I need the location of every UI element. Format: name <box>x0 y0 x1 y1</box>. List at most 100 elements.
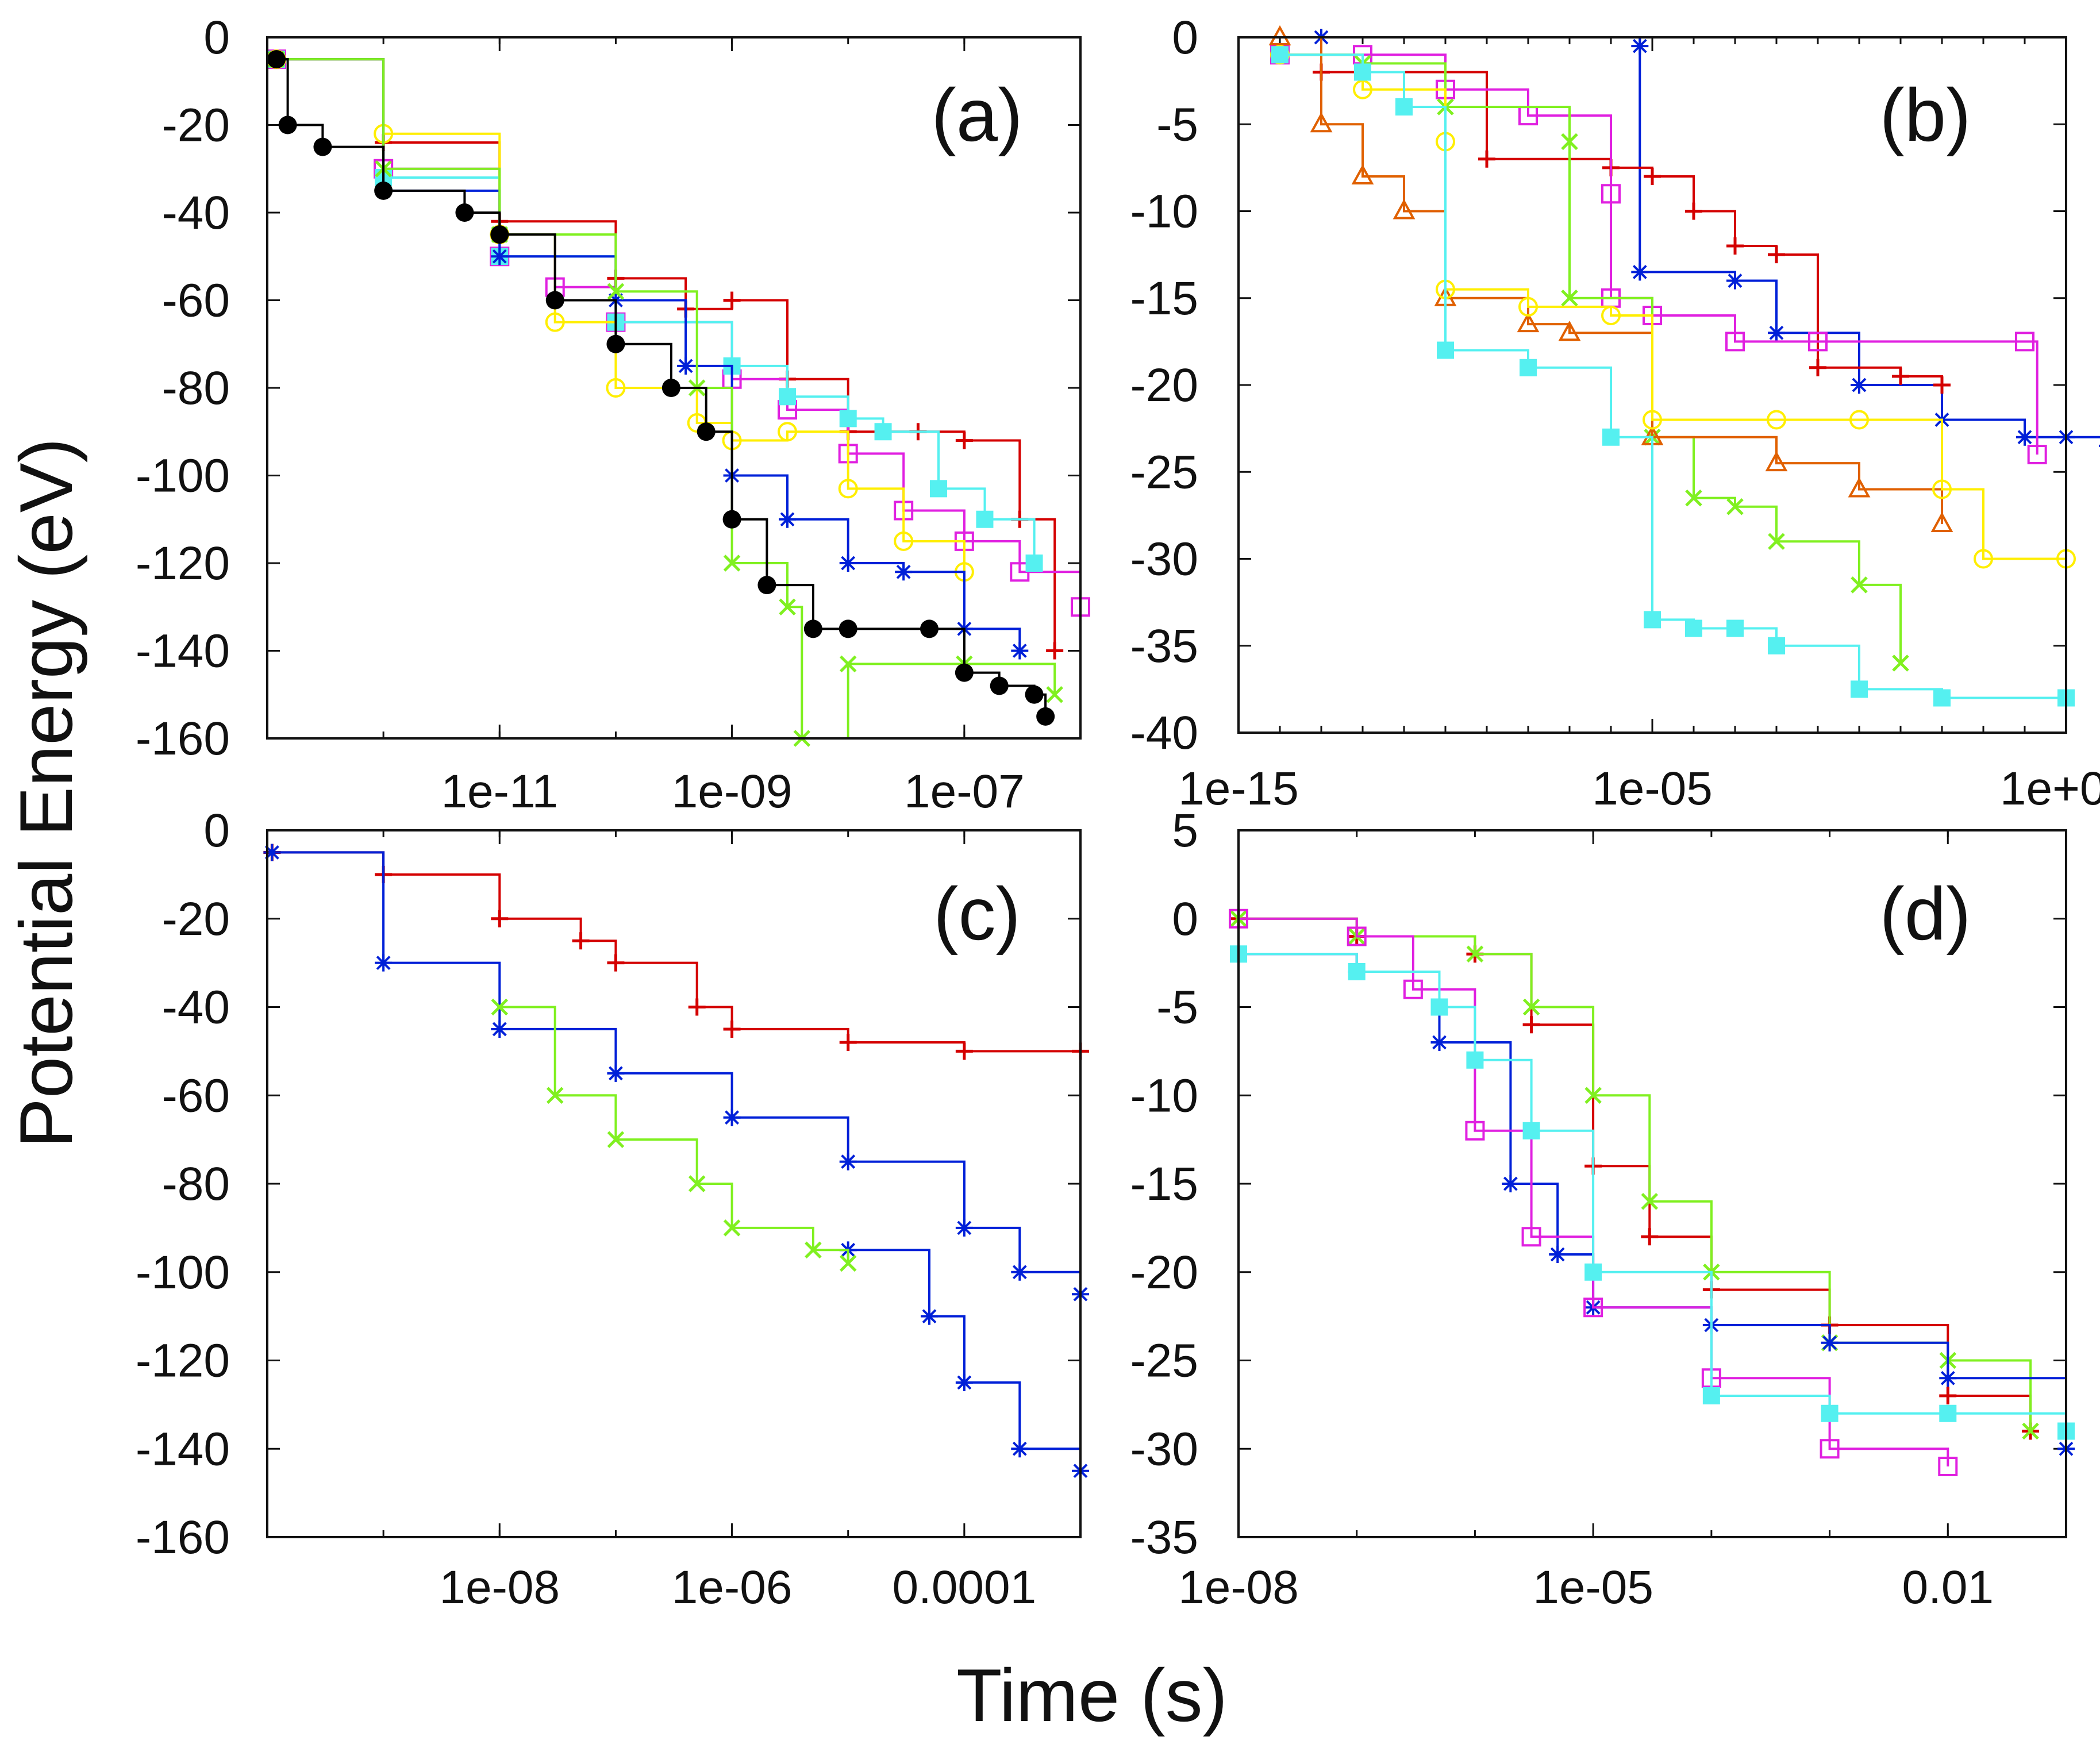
x-tick-label: 1e-07 <box>904 765 1025 818</box>
series-line-yellow <box>276 58 966 572</box>
data-point-cyan <box>1437 341 1454 359</box>
x-tick-label: 1e-08 <box>1178 1561 1299 1614</box>
data-point-magenta <box>1010 562 1030 582</box>
y-tick-label: -5 <box>1156 981 1198 1034</box>
data-point-cyan <box>1520 359 1537 376</box>
data-point-magenta <box>1403 979 1423 999</box>
series-line-black <box>276 58 1047 717</box>
data-point-black <box>606 334 625 353</box>
data-point-cyan <box>1933 689 1951 707</box>
data-point-cyan <box>1821 1404 1839 1422</box>
data-point-cyan <box>1354 63 1371 81</box>
data-point-black <box>839 619 857 638</box>
plot-frame <box>1237 36 2067 734</box>
data-point-cyan <box>1348 963 1366 980</box>
y-tick-label: 5 <box>1172 804 1198 857</box>
data-point-blue <box>607 1064 625 1082</box>
y-tick-label: -10 <box>1130 186 1198 238</box>
data-point-cyan <box>930 480 948 498</box>
data-point-green <box>2022 1422 2039 1440</box>
data-point-red <box>1809 359 1826 376</box>
data-point-magenta <box>1521 1227 1541 1247</box>
data-point-red <box>1522 1016 1540 1034</box>
data-point-cyan <box>1702 1387 1720 1404</box>
y-tick-label: 0 <box>203 11 230 64</box>
data-point-red <box>1046 642 1064 660</box>
x-tick-label: 1e+05 <box>2000 763 2100 815</box>
data-point-yellow <box>1353 79 1372 99</box>
data-point-green <box>1685 489 1702 507</box>
data-point-cyan <box>1768 637 1785 655</box>
data-point-red <box>491 910 509 927</box>
y-tick-label: -160 <box>136 1511 230 1564</box>
data-point-yellow <box>838 479 858 499</box>
y-tick-label: 0 <box>1172 11 1198 64</box>
x-axis-title: Time (s) <box>956 1653 1228 1737</box>
data-point-yellow <box>1767 410 1786 430</box>
data-point-cyan <box>779 388 797 406</box>
data-point-red <box>839 1034 857 1051</box>
data-point-yellow <box>606 378 626 398</box>
y-tick-label: -25 <box>1130 446 1198 498</box>
data-point-green <box>805 1241 822 1259</box>
data-point-blue <box>491 1020 509 1038</box>
data-point-green <box>1522 998 1540 1016</box>
data-point-blue <box>1939 1369 1957 1387</box>
series-line-red <box>272 851 1080 1053</box>
data-point-cyan <box>1602 428 1620 446</box>
series-line-yellow <box>1280 53 2066 560</box>
y-tick-label: -100 <box>136 450 230 502</box>
y-tick-label: -30 <box>1130 1423 1198 1475</box>
data-point-black <box>1036 707 1055 726</box>
data-point-green <box>723 1219 741 1237</box>
data-point-yellow <box>1932 479 1952 499</box>
data-point-cyan <box>1685 619 1702 637</box>
data-point-green <box>1561 289 1578 307</box>
data-point-black <box>661 379 680 397</box>
data-point-black <box>697 422 716 441</box>
data-point-green <box>779 598 796 616</box>
data-point-green <box>1046 686 1063 703</box>
y-tick-label: -140 <box>136 1423 230 1475</box>
data-point-blue <box>839 1153 857 1171</box>
data-point-black <box>1025 685 1044 704</box>
data-point-blue <box>955 1219 973 1237</box>
data-point-magenta <box>1347 926 1367 946</box>
data-point-orange <box>1517 311 1540 333</box>
data-point-green <box>1768 533 1785 550</box>
data-point-green <box>1892 655 1909 672</box>
data-point-blue-2 <box>955 1373 973 1391</box>
data-point-orange <box>1393 199 1416 220</box>
data-point-blue <box>1821 1334 1839 1352</box>
data-point-blue-2 <box>1011 1440 1029 1458</box>
y-tick-label: -40 <box>161 981 230 1034</box>
data-point-cyan <box>1584 1263 1602 1281</box>
data-point-black <box>455 203 474 222</box>
data-point-blue <box>1502 1175 1520 1192</box>
data-point-red <box>607 954 625 972</box>
x-tick-label: 1e-08 <box>439 1561 560 1614</box>
data-point-blue <box>1011 1263 1029 1281</box>
data-point-cyan <box>1851 680 1868 698</box>
data-point-red <box>955 1042 973 1060</box>
data-point-red <box>1726 237 1744 255</box>
data-point-blue <box>1851 376 1868 394</box>
data-point-blue <box>677 357 695 375</box>
data-point-black <box>757 576 776 595</box>
data-point-blue <box>779 510 797 528</box>
data-point-magenta <box>1725 332 1745 352</box>
plot-frame <box>266 829 1082 1538</box>
data-point-yellow <box>778 422 798 442</box>
data-point-orange <box>1848 477 1871 498</box>
data-point-black <box>990 676 1009 695</box>
data-point-black <box>490 225 509 244</box>
y-tick-label: -30 <box>1130 533 1198 586</box>
data-point-magenta <box>1465 1121 1485 1141</box>
y-tick-label: -35 <box>1130 1511 1198 1564</box>
data-point-cyan <box>1466 1051 1484 1069</box>
y-tick-label: -25 <box>1130 1335 1198 1387</box>
y-tick-label: -15 <box>1130 272 1198 325</box>
y-tick-label: 0 <box>203 804 230 857</box>
